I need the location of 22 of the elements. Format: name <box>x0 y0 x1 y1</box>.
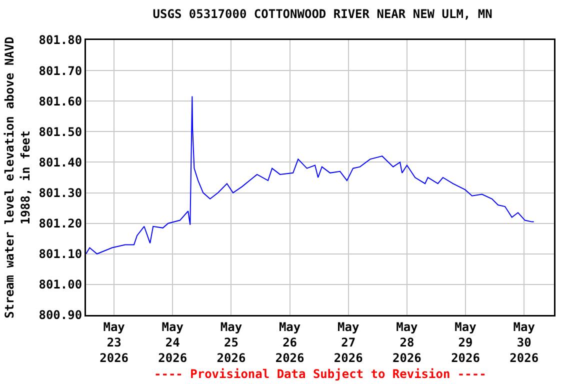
y-tick-label: 801.30 <box>38 186 82 200</box>
y-tick-label: 801.00 <box>38 278 82 292</box>
y-tick-label: 801.70 <box>38 64 82 78</box>
y-tick-label: 801.40 <box>38 155 82 170</box>
chart-title: USGS 05317000 COTTONWOOD RIVER NEAR NEW ULM, MN <box>152 7 492 21</box>
x-tick-label: May 23 2026 <box>100 320 129 366</box>
y-tick-label: 801.60 <box>38 94 82 108</box>
y-axis-title: Stream water level elevation above NAVD 1988, in feet <box>2 36 32 318</box>
y-tick-label: 801.80 <box>38 33 82 48</box>
x-tick-label: May 28 2026 <box>392 320 422 366</box>
text: ---- Provisional Data Subject to Revision ---- <box>154 367 486 381</box>
y-tick-label: 800.90 <box>38 308 82 322</box>
line-series <box>86 96 534 254</box>
x-tick-label: May 29 2026 <box>451 320 480 366</box>
x-tick-label: May 30 2026 <box>510 320 539 366</box>
y-tick-label: 801.10 <box>38 247 82 262</box>
x-tick-label: May 26 2026 <box>275 320 304 366</box>
y-tick-label: 801.20 <box>38 216 82 231</box>
x-tick-label: May 24 2026 <box>158 320 188 366</box>
x-tick-label: May 25 2026 <box>216 320 246 366</box>
x-tick-label: May 27 2026 <box>334 320 363 366</box>
y-tick-label: 801.50 <box>38 124 82 139</box>
